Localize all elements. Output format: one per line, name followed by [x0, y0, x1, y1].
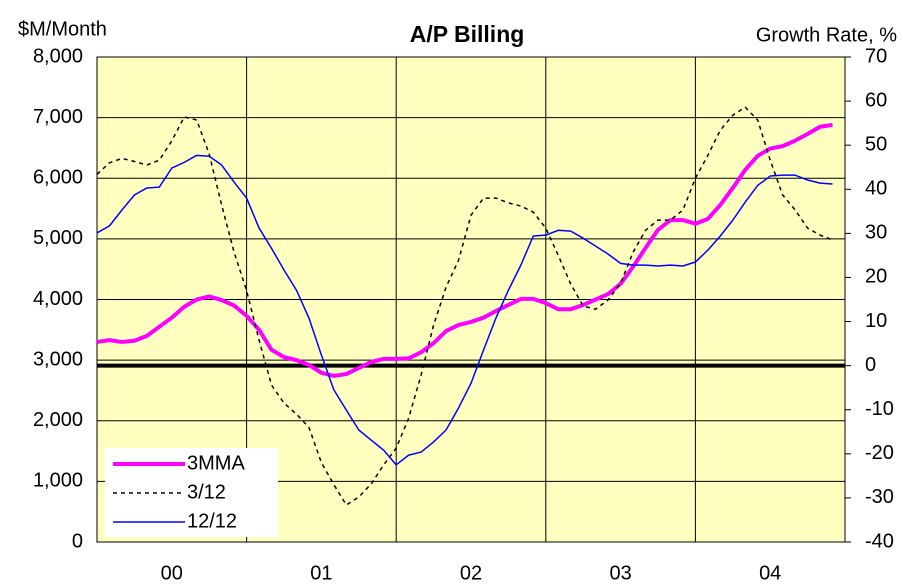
series-line — [96, 122, 833, 378]
y2-tick-label: 20 — [865, 266, 887, 288]
x-tick-label: 04 — [759, 562, 781, 584]
y2-tick-label: 30 — [865, 222, 887, 244]
y-tick-label: 7,000 — [33, 106, 83, 128]
y2-tick-label: 70 — [865, 45, 887, 67]
y-tick-label: 1,000 — [33, 470, 83, 492]
y2-tick-label: 50 — [865, 133, 887, 155]
y2-tick-label: 10 — [865, 310, 887, 332]
y-tick-label: 3,000 — [33, 348, 83, 370]
legend-label: 12/12 — [187, 510, 237, 532]
y-tick-label: 8,000 — [33, 45, 83, 67]
y2-tick-label: 60 — [865, 89, 887, 111]
legend-label: 3MMA — [187, 452, 245, 474]
y2-tick-label: -40 — [865, 530, 894, 552]
y-tick-label: 4,000 — [33, 288, 83, 310]
x-tick-label: 01 — [310, 562, 332, 584]
x-tick-label: 00 — [161, 562, 183, 584]
x-tick-label: 03 — [609, 562, 631, 584]
y2-tick-label: 0 — [865, 354, 876, 376]
y-tick-label: 6,000 — [33, 167, 83, 189]
y2-tick-label: -20 — [865, 442, 894, 464]
legend-label: 3/12 — [187, 481, 226, 503]
y2-tick-label: -10 — [865, 398, 894, 420]
plot-border — [96, 56, 846, 543]
y2-tick-label: -30 — [865, 486, 894, 508]
y-tick-label: 0 — [72, 530, 83, 552]
x-tick-label: 02 — [460, 562, 482, 584]
y2-tick-label: 40 — [865, 178, 887, 200]
y2-axis-label: Growth Rate, % — [756, 24, 897, 46]
series-line — [96, 106, 833, 506]
y-tick-label: 5,000 — [33, 227, 83, 249]
y-axis-label: $M/Month — [18, 18, 107, 40]
series-line — [96, 154, 833, 466]
chart-title: A/P Billing — [410, 21, 525, 47]
y-tick-label: 2,000 — [33, 409, 83, 431]
